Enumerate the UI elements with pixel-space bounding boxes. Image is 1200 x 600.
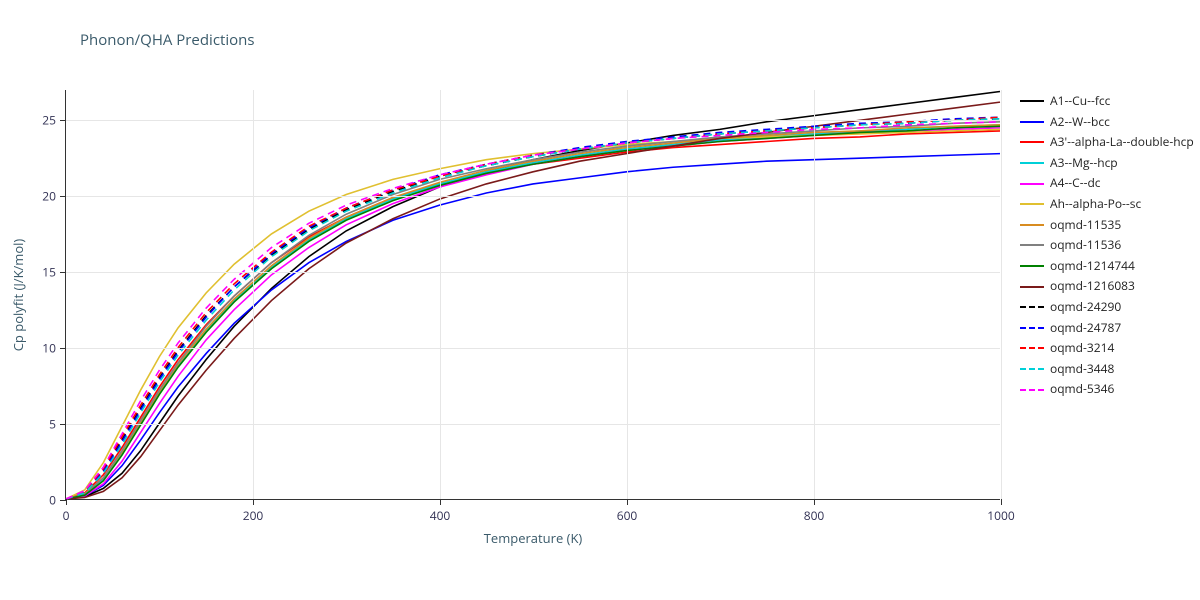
- series-line: [66, 129, 1000, 499]
- legend-item[interactable]: oqmd-1214744: [1020, 257, 1194, 276]
- legend-label: A3'--alpha-La--double-hcp: [1050, 133, 1194, 152]
- y-tick-label: 25: [42, 112, 56, 129]
- y-tick-label: 5: [49, 416, 56, 433]
- legend-item[interactable]: A3'--alpha-La--double-hcp: [1020, 133, 1194, 152]
- series-line: [66, 131, 1000, 499]
- x-tick-label: 0: [63, 507, 70, 524]
- x-axis-label: Temperature (K): [484, 529, 583, 547]
- legend-label: oqmd-5346: [1050, 380, 1114, 399]
- legend-swatch: [1020, 224, 1044, 226]
- legend-swatch: [1020, 389, 1044, 391]
- legend-label: oqmd-11536: [1050, 236, 1121, 255]
- legend-label: oqmd-1216083: [1050, 277, 1135, 296]
- legend-item[interactable]: oqmd-11535: [1020, 216, 1194, 235]
- y-tick: [60, 272, 66, 273]
- y-tick: [60, 424, 66, 425]
- x-tick: [627, 499, 628, 505]
- legend-item[interactable]: A2--W--bcc: [1020, 113, 1194, 132]
- y-tick-label: 0: [49, 492, 56, 509]
- legend-item[interactable]: oqmd-1216083: [1020, 277, 1194, 296]
- legend-label: oqmd-24787: [1050, 319, 1121, 338]
- legend-label: oqmd-3448: [1050, 360, 1114, 379]
- y-tick-label: 20: [42, 188, 56, 205]
- legend-item[interactable]: A3--Mg--hcp: [1020, 154, 1194, 173]
- series-line: [66, 92, 1000, 499]
- gridline-horizontal: [66, 272, 1000, 273]
- y-tick: [60, 348, 66, 349]
- series-line: [66, 125, 1000, 499]
- gridline-vertical: [440, 90, 441, 499]
- legend-swatch: [1020, 347, 1044, 349]
- legend-item[interactable]: Ah--alpha-Po--sc: [1020, 195, 1194, 214]
- legend-swatch: [1020, 368, 1044, 370]
- gridline-horizontal: [66, 424, 1000, 425]
- legend-label: A4--C--dc: [1050, 174, 1101, 193]
- legend-label: A2--W--bcc: [1050, 113, 1110, 132]
- series-line: [66, 122, 1000, 499]
- gridline-horizontal: [66, 196, 1000, 197]
- gridline-horizontal: [66, 348, 1000, 349]
- y-tick-label: 10: [42, 340, 56, 357]
- legend-label: A3--Mg--hcp: [1050, 154, 1118, 173]
- legend-swatch: [1020, 265, 1044, 267]
- gridline-vertical: [1001, 90, 1002, 499]
- x-tick: [440, 499, 441, 505]
- legend-item[interactable]: oqmd-11536: [1020, 236, 1194, 255]
- legend-label: Ah--alpha-Po--sc: [1050, 195, 1141, 214]
- chart-svg: [66, 90, 1000, 499]
- x-tick-label: 400: [430, 507, 451, 524]
- x-tick-label: 1000: [987, 507, 1014, 524]
- legend: A1--Cu--fcc A2--W--bccA3'--alpha-La--doub…: [1020, 92, 1194, 401]
- series-line: [66, 125, 1000, 499]
- gridline-horizontal: [66, 120, 1000, 121]
- legend-swatch: [1020, 183, 1044, 185]
- y-tick: [60, 500, 66, 501]
- legend-item[interactable]: oqmd-3214: [1020, 339, 1194, 358]
- legend-label: oqmd-11535: [1050, 216, 1121, 235]
- legend-swatch: [1020, 203, 1044, 205]
- gridline-vertical: [814, 90, 815, 499]
- legend-label: A1--Cu--fcc: [1050, 92, 1110, 111]
- x-tick: [814, 499, 815, 505]
- gridline-vertical: [253, 90, 254, 499]
- x-tick-label: 800: [804, 507, 825, 524]
- y-tick-label: 15: [42, 264, 56, 281]
- x-tick: [66, 499, 67, 505]
- legend-swatch: [1020, 162, 1044, 164]
- legend-swatch: [1020, 327, 1044, 329]
- legend-label: oqmd-24290: [1050, 298, 1121, 317]
- legend-swatch: [1020, 141, 1044, 143]
- x-tick: [253, 499, 254, 505]
- legend-item[interactable]: oqmd-24787: [1020, 319, 1194, 338]
- x-tick-label: 600: [617, 507, 638, 524]
- legend-swatch: [1020, 100, 1044, 102]
- y-tick: [60, 120, 66, 121]
- legend-swatch: [1020, 306, 1044, 308]
- series-line: [66, 126, 1000, 499]
- series-line: [66, 122, 1000, 499]
- legend-item[interactable]: A1--Cu--fcc: [1020, 92, 1194, 111]
- legend-label: oqmd-1214744: [1050, 257, 1135, 276]
- x-tick-label: 200: [243, 507, 264, 524]
- legend-item[interactable]: A4--C--dc: [1020, 174, 1194, 193]
- legend-item[interactable]: oqmd-3448: [1020, 360, 1194, 379]
- legend-label: oqmd-3214: [1050, 339, 1114, 358]
- legend-item[interactable]: oqmd-5346: [1020, 380, 1194, 399]
- plot-area: Cp polyfit (J/K/mol) Temperature (K) 020…: [65, 90, 1000, 500]
- y-tick: [60, 196, 66, 197]
- chart-title: Phonon/QHA Predictions: [80, 30, 255, 50]
- legend-swatch: [1020, 244, 1044, 246]
- legend-item[interactable]: oqmd-24290: [1020, 298, 1194, 317]
- x-tick: [1001, 499, 1002, 505]
- gridline-vertical: [627, 90, 628, 499]
- y-axis-label: Cp polyfit (J/K/mol): [9, 238, 27, 351]
- legend-swatch: [1020, 121, 1044, 123]
- legend-swatch: [1020, 286, 1044, 288]
